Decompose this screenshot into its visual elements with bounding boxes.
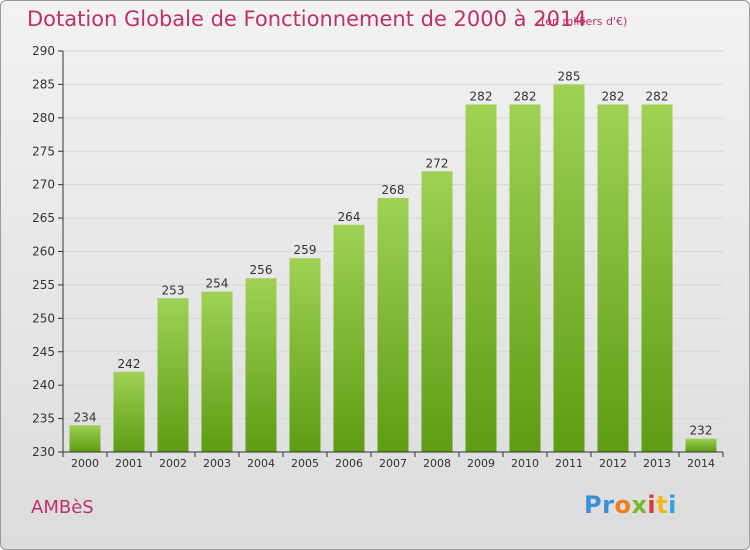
y-tick-label: 285 [32, 77, 55, 91]
y-tick-label: 275 [32, 144, 55, 158]
bar-2010 [509, 104, 541, 452]
y-tick-label: 270 [32, 178, 55, 192]
x-tick-label: 2014 [687, 457, 715, 470]
data-label: 253 [162, 283, 185, 297]
x-tick-label: 2007 [379, 457, 407, 470]
bar-2005 [289, 258, 321, 452]
x-tick-label: 2012 [599, 457, 627, 470]
data-label: 282 [646, 89, 669, 103]
data-label: 264 [338, 210, 361, 224]
bar-2004 [245, 278, 277, 452]
x-tick-label: 2010 [511, 457, 539, 470]
chart-title: Dotation Globale de Fonctionnement de 20… [27, 7, 587, 31]
data-label: 272 [426, 156, 449, 170]
bar-2008 [421, 171, 453, 453]
bar-2003 [201, 291, 233, 452]
bar-2000 [69, 425, 101, 452]
bar-2006 [333, 224, 365, 452]
y-tick-label: 290 [32, 44, 55, 58]
bars [69, 84, 717, 453]
x-tick-label: 2006 [335, 457, 363, 470]
bar-2014 [685, 438, 717, 452]
data-label: 259 [294, 243, 317, 257]
axes [58, 50, 724, 457]
data-label: 234 [74, 410, 97, 424]
bar-2002 [157, 298, 189, 452]
bar-2007 [377, 198, 409, 452]
x-tick-label: 2001 [115, 457, 143, 470]
x-tick-label: 2009 [467, 457, 495, 470]
bar-2011 [553, 84, 585, 453]
y-tick-label: 240 [32, 378, 55, 392]
x-tick-label: 2013 [643, 457, 671, 470]
y-tick-label: 230 [32, 445, 55, 459]
data-label: 256 [250, 263, 273, 277]
bar-2001 [113, 371, 145, 452]
y-tick-label: 260 [32, 245, 55, 259]
y-tick-label: 265 [32, 211, 55, 225]
bar-2009 [465, 104, 497, 452]
x-tick-label: 2005 [291, 457, 319, 470]
y-tick-label: 280 [32, 111, 55, 125]
data-label: 268 [382, 183, 405, 197]
commune-name: AMBèS [31, 497, 94, 518]
y-tick-label: 245 [32, 345, 55, 359]
data-label: 254 [206, 277, 229, 291]
x-tick-label: 2000 [71, 457, 99, 470]
bar-2012 [597, 104, 629, 452]
y-tick-label: 250 [32, 311, 55, 325]
x-tick-label: 2004 [247, 457, 275, 470]
data-label: 282 [470, 89, 493, 103]
y-tick-label: 235 [32, 412, 55, 426]
data-label: 285 [558, 69, 581, 83]
x-tick-label: 2008 [423, 457, 451, 470]
proxiti-logo: Proxiti [584, 491, 677, 519]
x-tick-label: 2002 [159, 457, 187, 470]
x-tick-label: 2011 [555, 457, 583, 470]
data-label: 282 [514, 89, 537, 103]
unit-note: (en milliers d'€) [541, 15, 628, 28]
data-label: 232 [690, 424, 713, 438]
x-tick-label: 2003 [203, 457, 231, 470]
bar-2013 [641, 104, 673, 452]
y-tick-label: 255 [32, 278, 55, 292]
data-label: 282 [602, 89, 625, 103]
labels: 230 235 240 245 250 255 260 265 270 275 280 285 290 2… [32, 44, 715, 470]
data-label: 242 [118, 357, 141, 371]
